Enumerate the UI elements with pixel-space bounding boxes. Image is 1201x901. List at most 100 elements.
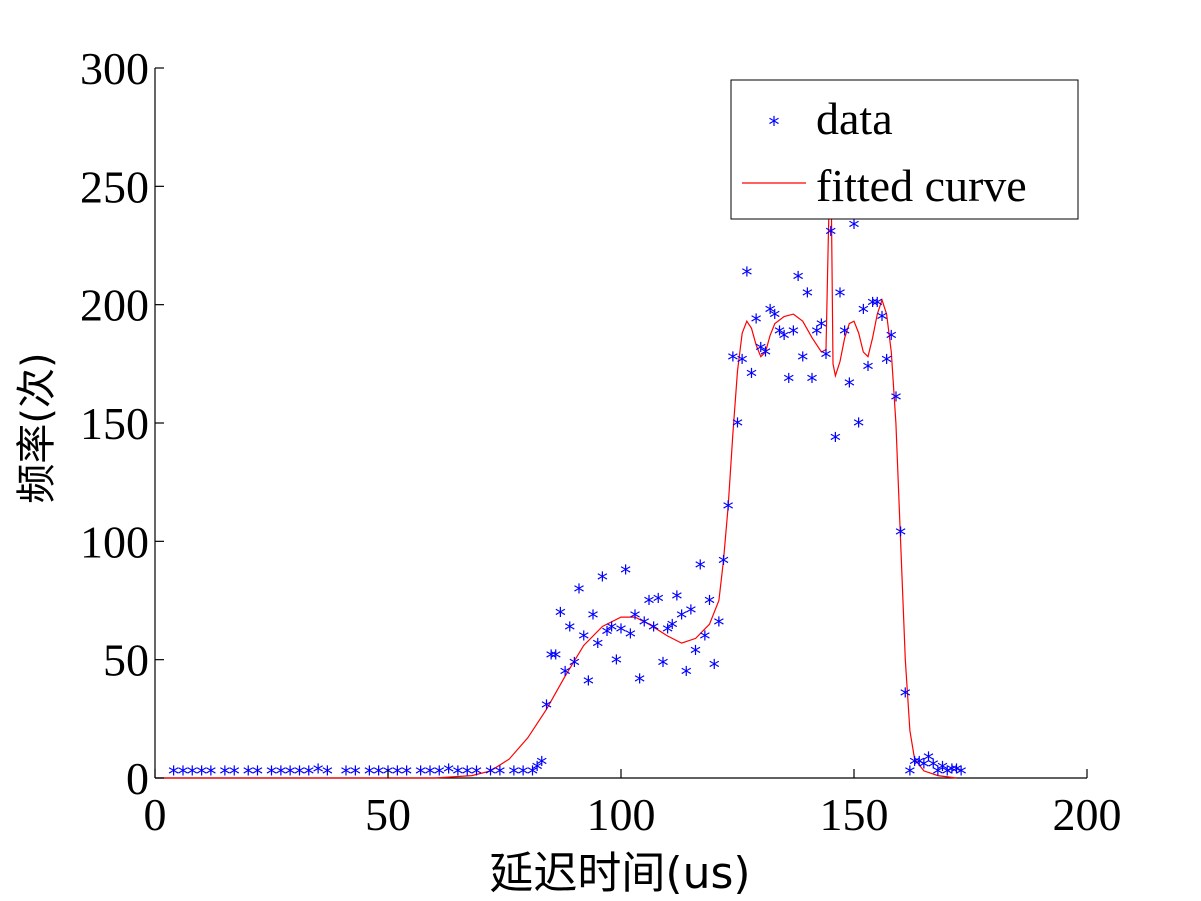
data-point: * bbox=[853, 415, 864, 440]
data-point: * bbox=[909, 754, 920, 779]
data-point: * bbox=[462, 763, 473, 788]
data-point: * bbox=[835, 285, 846, 310]
data-point: * bbox=[592, 635, 603, 660]
data-point: * bbox=[862, 358, 873, 383]
data-point: * bbox=[485, 763, 496, 788]
data-point: * bbox=[755, 340, 766, 365]
data-point: * bbox=[494, 763, 505, 788]
data-point: * bbox=[313, 761, 324, 786]
x-axis-title: 延迟时间(us) bbox=[489, 848, 750, 899]
data-point: * bbox=[266, 763, 277, 788]
data-point: * bbox=[662, 621, 673, 646]
y-tick-label: 250 bbox=[80, 161, 149, 212]
legend: * data fitted curve bbox=[730, 79, 1079, 220]
data-point: * bbox=[830, 429, 841, 454]
data-point: * bbox=[205, 763, 216, 788]
data-point: * bbox=[364, 763, 375, 788]
data-point: * bbox=[849, 216, 860, 241]
data-point: * bbox=[546, 647, 557, 672]
data-point: * bbox=[942, 763, 953, 788]
data-point: * bbox=[560, 664, 571, 689]
data-point: * bbox=[821, 347, 832, 372]
data-point: * bbox=[718, 553, 729, 578]
data-point: * bbox=[452, 763, 463, 788]
data-point: * bbox=[550, 647, 561, 672]
data-point: * bbox=[648, 619, 659, 644]
data-point: * bbox=[793, 269, 804, 294]
data-point: * bbox=[625, 626, 636, 651]
data-point: * bbox=[760, 344, 771, 369]
x-tick-label: 200 bbox=[1053, 789, 1122, 840]
data-point: * bbox=[602, 624, 613, 649]
data-point: * bbox=[811, 323, 822, 348]
data-point: * bbox=[890, 389, 901, 414]
data-point: * bbox=[322, 763, 333, 788]
x-tick-label: 150 bbox=[820, 789, 889, 840]
data-point: * bbox=[807, 370, 818, 395]
data-point: * bbox=[895, 524, 906, 549]
data-point: * bbox=[797, 349, 808, 374]
data-point: * bbox=[373, 763, 384, 788]
data-point: * bbox=[303, 763, 314, 788]
data-point: * bbox=[667, 616, 678, 641]
data-point: * bbox=[788, 323, 799, 348]
data-point: * bbox=[653, 590, 664, 615]
x-tick-label: 100 bbox=[587, 789, 656, 840]
data-point: * bbox=[876, 309, 887, 334]
data-points-layer: ***** ** ** ******* ** ***** ******* ** ********… bbox=[168, 216, 967, 788]
data-point: * bbox=[676, 607, 687, 632]
data-point: * bbox=[639, 614, 650, 639]
data-point: * bbox=[937, 758, 948, 783]
data-point: * bbox=[634, 671, 645, 696]
data-point: * bbox=[275, 763, 286, 788]
fitted-curve-layer bbox=[155, 138, 957, 779]
data-point: * bbox=[518, 763, 529, 788]
data-point: * bbox=[471, 763, 482, 788]
data-point: * bbox=[569, 654, 580, 679]
data-point: * bbox=[886, 328, 897, 353]
data-point: * bbox=[769, 306, 780, 331]
data-point: * bbox=[541, 697, 552, 722]
data-point: * bbox=[825, 224, 836, 249]
data-point: * bbox=[434, 763, 445, 788]
data-point: * bbox=[681, 664, 692, 689]
data-point: * bbox=[746, 366, 757, 391]
data-point: * bbox=[243, 763, 254, 788]
data-point: * bbox=[532, 758, 543, 783]
data-point: * bbox=[555, 605, 566, 630]
data-point: * bbox=[713, 614, 724, 639]
legend-data-label: data bbox=[816, 93, 893, 144]
data-point: * bbox=[508, 763, 519, 788]
data-point: * bbox=[844, 375, 855, 400]
data-point: * bbox=[783, 370, 794, 395]
data-point: * bbox=[294, 763, 305, 788]
data-point: * bbox=[616, 621, 627, 646]
y-tick-label: 100 bbox=[80, 516, 149, 567]
data-point: * bbox=[285, 763, 296, 788]
y-tick-label: 0 bbox=[126, 753, 149, 804]
data-point: * bbox=[765, 302, 776, 327]
data-point: * bbox=[229, 763, 240, 788]
data-point: * bbox=[527, 763, 538, 788]
data-point: * bbox=[751, 311, 762, 336]
data-point: * bbox=[900, 685, 911, 710]
data-point: * bbox=[727, 349, 738, 374]
data-point: * bbox=[881, 351, 892, 376]
data-point: * bbox=[685, 602, 696, 627]
data-point: * bbox=[588, 607, 599, 632]
data-point: * bbox=[699, 628, 710, 653]
data-point: * bbox=[704, 593, 715, 618]
data-point: * bbox=[657, 654, 668, 679]
data-point: * bbox=[918, 756, 929, 781]
y-axis-title: 频率(次) bbox=[14, 352, 60, 503]
data-point: * bbox=[695, 557, 706, 582]
data-point: * bbox=[872, 295, 883, 320]
y-tick-label: 300 bbox=[80, 43, 149, 94]
data-point: * bbox=[709, 657, 720, 682]
data-point: * bbox=[177, 763, 188, 788]
data-point: * bbox=[187, 763, 198, 788]
data-point: * bbox=[443, 761, 454, 786]
data-point: * bbox=[951, 761, 962, 786]
x-tick-label: 50 bbox=[365, 789, 411, 840]
